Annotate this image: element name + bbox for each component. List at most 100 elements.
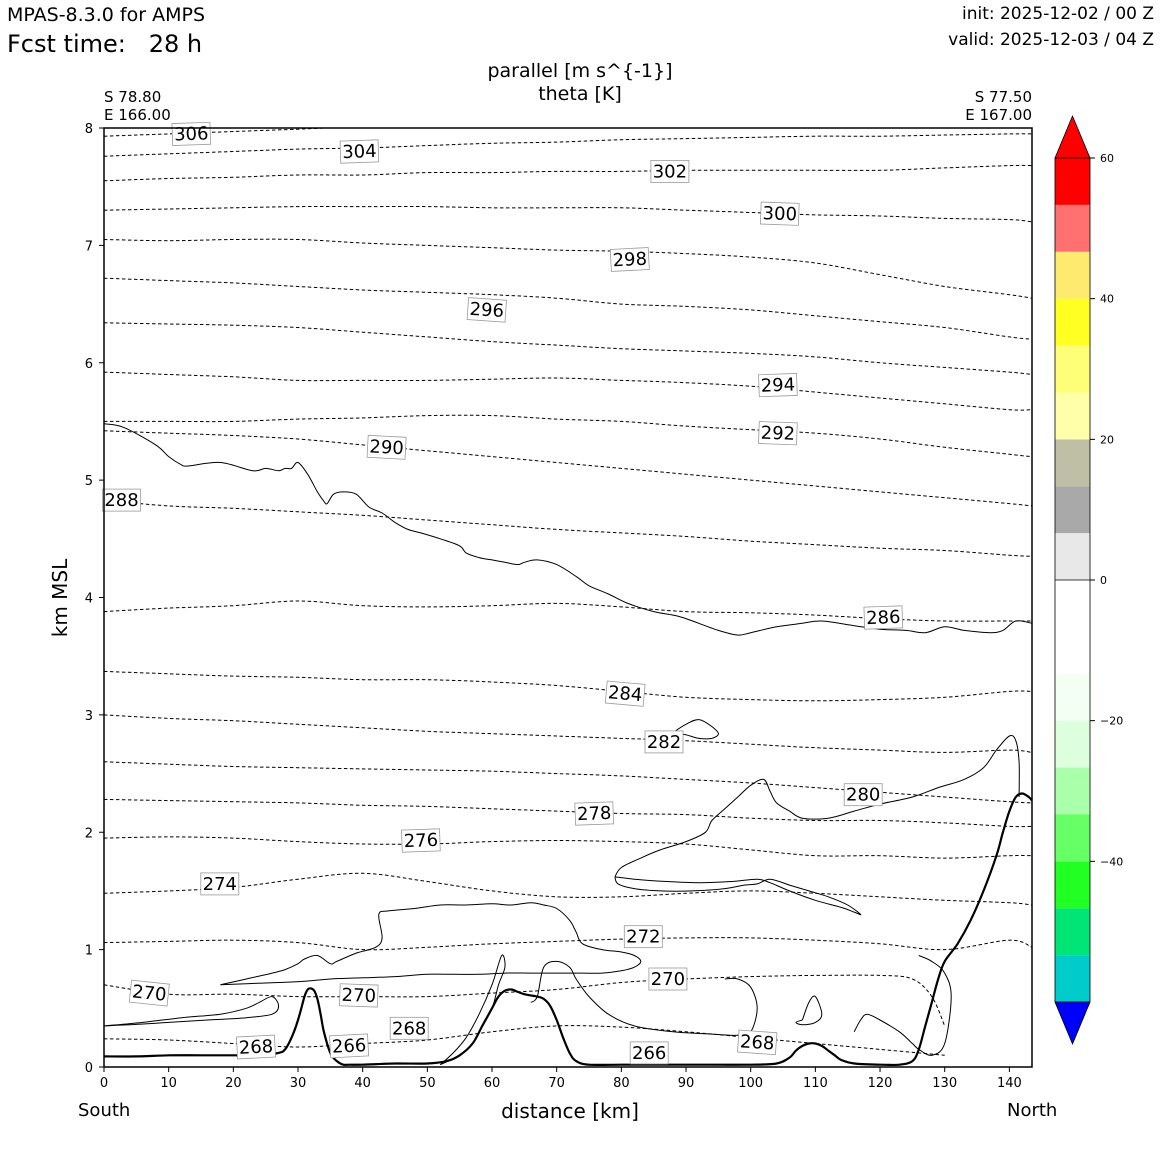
colorbar-tick-label: 60 — [1100, 152, 1114, 165]
terrain-line — [103, 792, 1033, 1067]
contour-label-box — [644, 730, 684, 754]
theta-contour-290 — [103, 430, 1033, 507]
theta-contour-300 — [103, 238, 1033, 299]
contour-label-text: 272 — [626, 927, 660, 948]
north-label: North — [1007, 1100, 1058, 1121]
y-tick-label: 3 — [85, 709, 93, 724]
y-tick-label: 0 — [85, 1061, 93, 1076]
theta-contour-282 — [103, 714, 1033, 753]
contour-label-box — [863, 605, 904, 630]
y-tick-label: 8 — [85, 122, 93, 137]
y-tick-label: 2 — [85, 826, 93, 841]
x-tick-label: 30 — [290, 1076, 307, 1091]
contour-label: 306 — [171, 121, 212, 146]
contour-label-box — [758, 373, 798, 398]
contour-label-text: 298 — [612, 249, 647, 272]
contour-label-box — [200, 872, 240, 896]
x-tick-label: 0 — [100, 1076, 108, 1091]
chart-title-line-2: theta [K] — [538, 83, 622, 105]
contour-label-text: 266 — [331, 1035, 366, 1058]
x-tick-label: 120 — [868, 1076, 893, 1091]
contour-label: 268 — [236, 1034, 276, 1060]
contour-label-text: 302 — [653, 161, 687, 182]
contour-labels: 306 304 302 300 298 296 294 292 290 288 286 284 282 2… — [102, 121, 904, 1065]
contour-label: 304 — [339, 139, 380, 164]
contour-label-text: 280 — [846, 785, 880, 806]
contour-label: 270 — [128, 979, 170, 1007]
contour-label-text: 270 — [651, 969, 685, 990]
x-axis-label: distance [km] — [501, 1099, 639, 1123]
contour-label-text: 282 — [647, 732, 681, 753]
theta-contour-288 — [103, 499, 1033, 557]
contour-label-box — [339, 983, 379, 1008]
x-tick-label: 100 — [738, 1076, 763, 1091]
valid-time: valid: 2025-12-03 / 04 Z — [948, 30, 1154, 50]
theta-contour-292 — [104, 414, 1033, 458]
contour-label: 300 — [760, 201, 800, 226]
theta-contour-286 — [103, 600, 1032, 622]
contour-label-text: 306 — [174, 123, 209, 145]
contour-label: 288 — [102, 488, 141, 512]
theta-contour-270 — [103, 974, 946, 1027]
right-endpoint-lat: S 77.50 — [974, 88, 1032, 106]
y-axis-ticks: 0 1 2 3 4 5 6 7 8 — [85, 122, 104, 1076]
x-tick-label: 60 — [484, 1076, 501, 1091]
contour-label-text: 276 — [403, 830, 438, 852]
terrain-profile — [103, 792, 1033, 1067]
y-tick-label: 4 — [85, 592, 93, 607]
colorbar: −40 −20 0 20 40 60 — [1054, 114, 1123, 1046]
contour-label: 290 — [366, 434, 407, 460]
x-tick-label: 40 — [354, 1076, 371, 1091]
wind-zero-contour — [795, 995, 823, 1026]
contour-label: 270 — [339, 983, 379, 1008]
contour-label-box — [650, 159, 690, 183]
theta-contour-284 — [103, 670, 1033, 702]
colorbar-segment — [1055, 908, 1090, 956]
colorbar-segment — [1055, 439, 1090, 487]
contour-label: 302 — [650, 159, 690, 183]
colorbar-max-extend — [1054, 114, 1091, 159]
theta-contour-268 — [103, 1025, 945, 1056]
wind-zero-contour — [103, 423, 1033, 636]
contour-label-box — [758, 421, 798, 446]
wind-zero-contours — [103, 423, 1033, 1066]
left-endpoint-lon: E 166.00 — [104, 106, 171, 124]
contour-label-box — [329, 1033, 370, 1059]
theta-contour-274 — [103, 872, 1033, 906]
contour-label-box — [629, 1041, 669, 1065]
wind-zero-contour — [672, 719, 719, 740]
model-title: MPAS-8.3.0 for AMPS — [7, 4, 206, 26]
colorbar-segment — [1055, 673, 1090, 721]
contour-label-box — [466, 297, 507, 323]
x-tick-label: 10 — [160, 1076, 177, 1091]
right-endpoint-lon: E 167.00 — [965, 106, 1032, 124]
contour-label-box — [843, 783, 883, 807]
contour-label-text: 300 — [762, 203, 797, 225]
colorbar-segment — [1055, 158, 1090, 205]
theta-contour-296 — [103, 322, 1033, 375]
contour-label-text: 284 — [607, 682, 643, 706]
contour-label-text: 268 — [238, 1036, 273, 1059]
contour-label: 296 — [466, 297, 507, 323]
contour-label: 270 — [648, 967, 688, 991]
contour-label: 282 — [644, 730, 684, 754]
contour-label-text: 274 — [203, 874, 237, 895]
x-tick-label: 50 — [419, 1076, 436, 1091]
theta-contour-306 — [103, 133, 1033, 157]
colorbar-segment — [1055, 626, 1090, 674]
plot-frame — [103, 127, 1033, 1068]
wind-zero-contour — [220, 902, 642, 986]
contour-label-box — [366, 434, 407, 460]
contour-label-text: 286 — [866, 607, 901, 629]
colorbar-segment — [1055, 298, 1090, 346]
colorbar-min-extend — [1054, 1001, 1091, 1046]
theta-contour-276 — [103, 836, 1033, 859]
colorbar-segment — [1055, 392, 1090, 440]
colorbar-segment — [1055, 861, 1090, 909]
colorbar-segment — [1055, 486, 1090, 534]
colorbar-segment — [1055, 345, 1090, 393]
contour-label: 266 — [629, 1041, 669, 1065]
contour-label: 268 — [737, 1029, 778, 1056]
colorbar-segment — [1055, 955, 1090, 1002]
contour-label-text: 290 — [369, 436, 404, 459]
